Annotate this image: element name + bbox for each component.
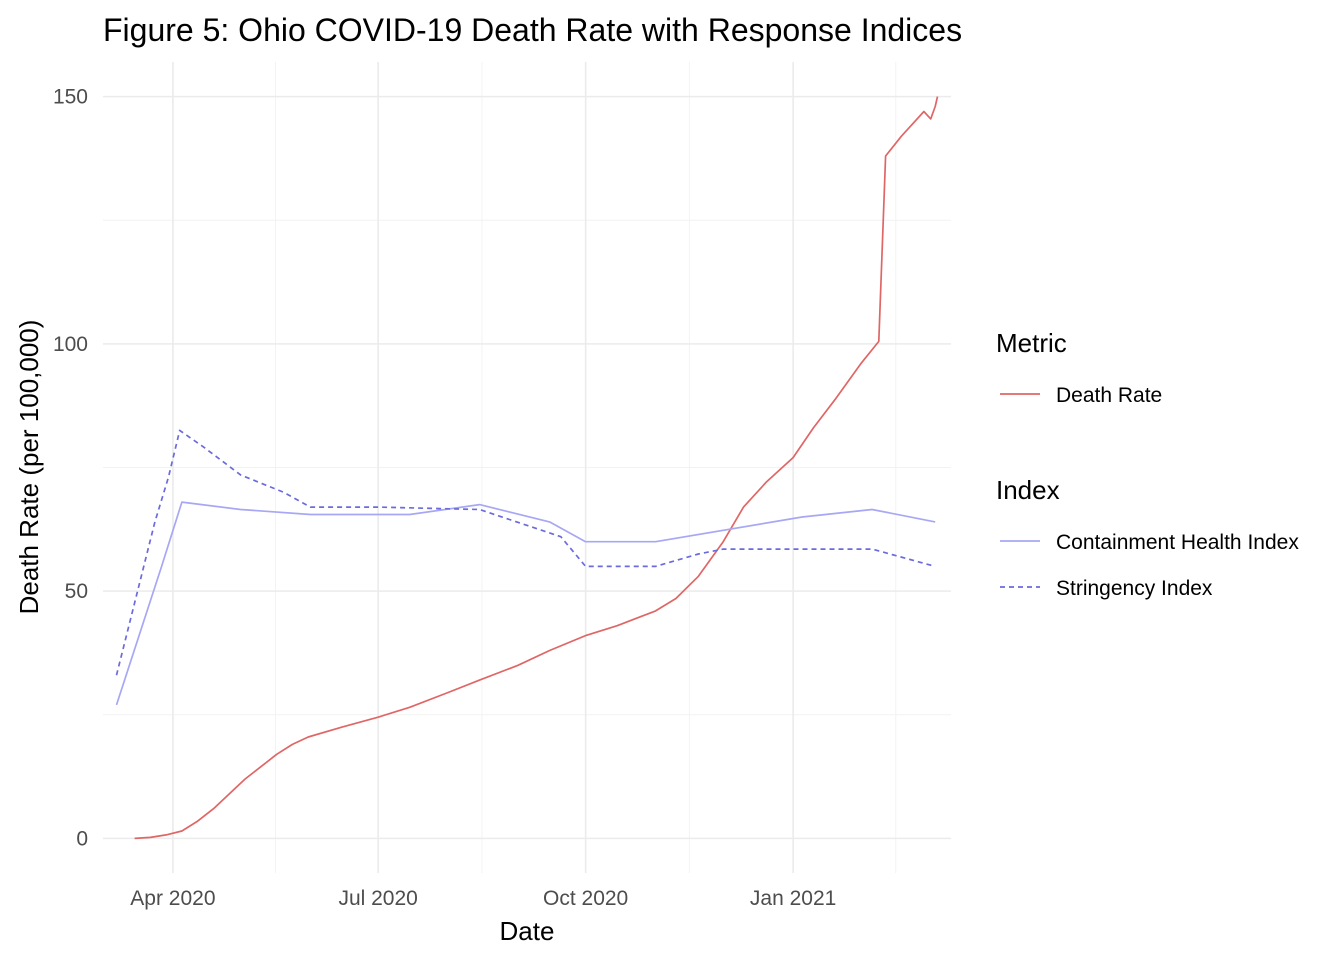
grid-minor: [103, 62, 951, 873]
grid-major: [103, 62, 951, 873]
legend-label: Death Rate: [1056, 384, 1162, 407]
legend-title: Metric: [996, 328, 1067, 358]
y-tick-label: 0: [76, 827, 88, 850]
x-tick-label: Jul 2020: [338, 887, 417, 910]
series-line-containment-health-index: [115, 501, 936, 706]
y-tick-label: 50: [65, 580, 88, 603]
x-axis-label: Date: [500, 916, 555, 946]
legend-label: Stringency Index: [1056, 577, 1213, 600]
legend-title: Index: [996, 475, 1060, 505]
y-tick-label: 100: [53, 333, 88, 356]
chart-title: Figure 5: Ohio COVID-19 Death Rate with …: [103, 12, 962, 48]
x-tick-label: Apr 2020: [130, 887, 215, 910]
y-axis-label: Death Rate (per 100,000): [14, 320, 44, 615]
legend: Metric Death Rate Index Containment Health …: [996, 328, 1299, 600]
series-layer: [115, 96, 939, 840]
x-axis-ticks: Apr 2020 Jul 2020 Oct 2020 Jan 2021: [130, 887, 836, 910]
series-line-death-rate: [134, 96, 939, 840]
y-tick-label: 150: [53, 86, 88, 109]
series-line-stringency-index: [115, 429, 936, 676]
legend-label: Containment Health Index: [1056, 531, 1299, 554]
x-tick-label: Oct 2020: [543, 887, 628, 910]
y-axis-ticks: 0 50 100 150: [53, 86, 88, 851]
x-tick-label: Jan 2021: [750, 887, 836, 910]
